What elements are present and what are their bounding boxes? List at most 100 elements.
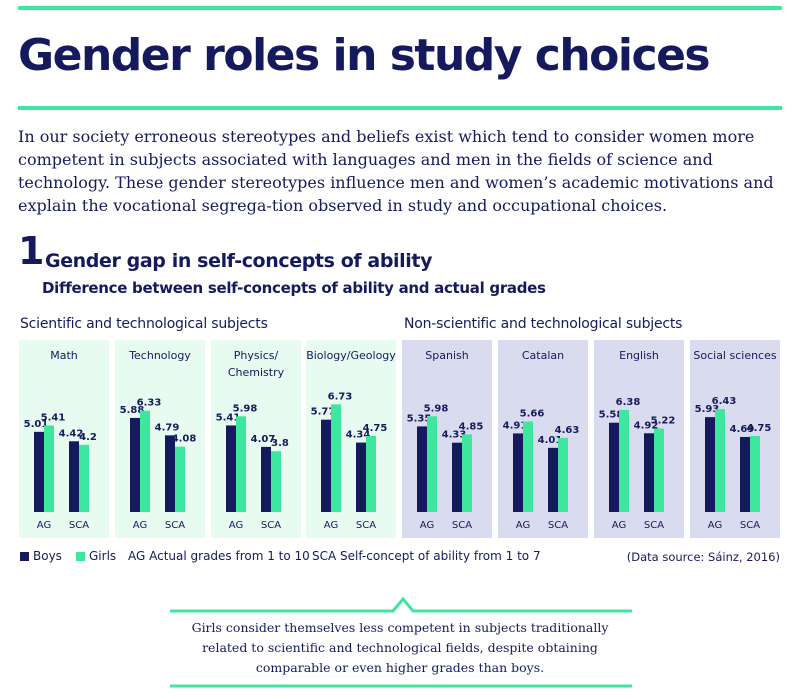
value-label-biology-geology-sca-boys: 4.34 [346, 430, 371, 441]
section-number: 1 [18, 229, 44, 273]
bar-math-sca-girls [79, 444, 89, 512]
x-label-english-sca: SCA [644, 520, 664, 531]
legend-boys-label: Boys [33, 549, 62, 563]
value-label-math-sca-boys: 4.42 [59, 428, 84, 439]
bar-physics-chemistry-ag-girls [236, 416, 246, 512]
bar-social-sciences-sca-boys [740, 436, 750, 512]
bar-english-ag-girls [619, 409, 629, 512]
legend-ag-note: AG Actual grades from 1 to 10 [128, 549, 310, 563]
value-label-catalan-ag-girls: 5.66 [520, 408, 545, 419]
x-label-biology-geology-ag: AG [324, 520, 338, 531]
value-label-technology-ag-girls: 6.33 [137, 398, 162, 409]
bar-english-ag-boys [609, 422, 619, 512]
callout-frame [170, 596, 632, 688]
section-title: Gender gap in self-concepts of ability [45, 250, 433, 272]
value-label-biology-geology-ag-boys: 5.77 [311, 407, 336, 418]
panel-title-catalan: Catalan [522, 349, 564, 362]
value-label-english-ag-girls: 6.38 [616, 397, 641, 408]
value-label-physics-chemistry-ag-girls: 5.98 [233, 403, 258, 414]
value-label-technology-sca-girls: 4.08 [172, 434, 197, 445]
page-title: Gender roles in study choices [18, 30, 711, 81]
bar-math-ag-girls [44, 425, 54, 512]
bar-chart: Math5.015.41AG4.424.2SCATechnology5.886.… [19, 340, 780, 538]
bar-spanish-ag-girls [427, 416, 437, 512]
panel-title-social-sciences: Social sciences [693, 349, 776, 362]
legend-girls-label: Girls [89, 549, 117, 563]
value-label-technology-sca-boys: 4.79 [155, 422, 180, 433]
x-label-technology-sca: SCA [165, 520, 185, 531]
bar-spanish-sca-girls [462, 434, 472, 512]
intro-paragraph: In our society erroneous stereotypes and… [18, 127, 774, 215]
value-label-math-ag-girls: 5.41 [41, 412, 66, 423]
value-label-english-sca-boys: 4.92 [634, 420, 659, 431]
bar-biology-geology-ag-girls [331, 404, 341, 512]
bar-physics-chemistry-sca-boys [261, 446, 271, 512]
callout-text: Girls consider themselves less competent… [191, 620, 609, 675]
bar-social-sciences-sca-girls [750, 436, 760, 512]
x-label-social-sciences-sca: SCA [740, 520, 760, 531]
bar-math-ag-boys [34, 431, 44, 512]
bar-technology-sca-girls [175, 446, 185, 512]
value-label-catalan-sca-girls: 4.63 [555, 425, 580, 436]
x-label-spanish-sca: SCA [452, 520, 472, 531]
x-label-physics-chemistry-ag: AG [229, 520, 243, 531]
value-label-biology-geology-ag-girls: 6.73 [328, 391, 353, 402]
value-label-math-sca-girls: 4.2 [79, 432, 97, 443]
value-label-spanish-ag-girls: 5.98 [424, 403, 449, 414]
bar-catalan-sca-girls [558, 437, 568, 512]
value-label-social-sciences-sca-girls: 4.75 [747, 423, 772, 434]
bar-social-sciences-ag-girls [715, 409, 725, 512]
panel-title-physics-chemistry-line2: Chemistry [228, 366, 285, 379]
x-label-social-sciences-ag: AG [708, 520, 722, 531]
group-label-non-scientific: Non-scientific and technological subject… [404, 316, 683, 332]
x-label-math-ag: AG [37, 520, 51, 531]
value-label-catalan-ag-boys: 4.91 [503, 420, 528, 431]
title-underline-rule [18, 106, 782, 110]
group-label-scientific: Scientific and technological subjects [20, 316, 268, 332]
value-label-social-sciences-sca-boys: 4.69 [730, 424, 755, 435]
panel-title-biology-geology: Biology/Geology [306, 349, 396, 362]
x-label-math-sca: SCA [69, 520, 89, 531]
x-label-catalan-sca: SCA [548, 520, 568, 531]
x-label-biology-geology-sca: SCA [356, 520, 376, 531]
legend-sca-text: SCA Self-concept of ability from 1 to 7 [312, 549, 541, 563]
chart-panel-social-sciences [690, 340, 780, 538]
value-label-technology-ag-boys: 5.88 [120, 405, 145, 416]
value-label-social-sciences-ag-boys: 5.93 [695, 404, 720, 415]
bar-english-sca-girls [654, 428, 664, 512]
panel-title-physics-chemistry: Physics/ [234, 349, 279, 362]
x-label-physics-chemistry-sca: SCA [261, 520, 281, 531]
legend-sca-note: SCA Self-concept of ability from 1 to 7 [312, 549, 541, 563]
panel-title-technology: Technology [128, 349, 191, 362]
value-label-physics-chemistry-ag-boys: 5.41 [216, 412, 241, 423]
bar-biology-geology-sca-girls [366, 436, 376, 512]
bar-math-sca-boys [69, 441, 79, 512]
bar-technology-ag-girls [140, 410, 150, 512]
panel-title-english: English [619, 349, 659, 362]
bar-spanish-ag-boys [417, 426, 427, 512]
bar-technology-ag-boys [130, 417, 140, 512]
x-label-english-ag: AG [612, 520, 626, 531]
panel-title-math: Math [50, 349, 78, 362]
chart-panel-english [594, 340, 684, 538]
value-label-biology-geology-sca-girls: 4.75 [363, 423, 388, 434]
panel-title-spanish: Spanish [425, 349, 468, 362]
bar-physics-chemistry-ag-boys [226, 425, 236, 512]
legend-girls-swatch [76, 551, 85, 561]
legend-boys: Boys [20, 549, 62, 563]
value-label-math-ag-boys: 5.01 [24, 419, 49, 430]
x-label-catalan-ag: AG [516, 520, 530, 531]
value-label-physics-chemistry-sca-boys: 4.07 [251, 434, 276, 445]
value-label-spanish-sca-boys: 4.33 [442, 430, 467, 441]
x-label-spanish-ag: AG [420, 520, 434, 531]
bar-social-sciences-ag-boys [705, 417, 715, 512]
bar-physics-chemistry-sca-girls [271, 451, 281, 512]
bar-technology-sca-boys [165, 435, 175, 512]
bar-english-sca-boys [644, 433, 654, 512]
value-label-spanish-ag-boys: 5.35 [407, 413, 432, 424]
legend-girls: Girls [76, 549, 116, 563]
value-label-spanish-sca-girls: 4.85 [459, 421, 484, 432]
legend-ag-text: AG Actual grades from 1 to 10 [128, 549, 310, 563]
value-label-physics-chemistry-sca-girls: 3.8 [271, 438, 289, 449]
bar-biology-geology-ag-boys [321, 419, 331, 512]
